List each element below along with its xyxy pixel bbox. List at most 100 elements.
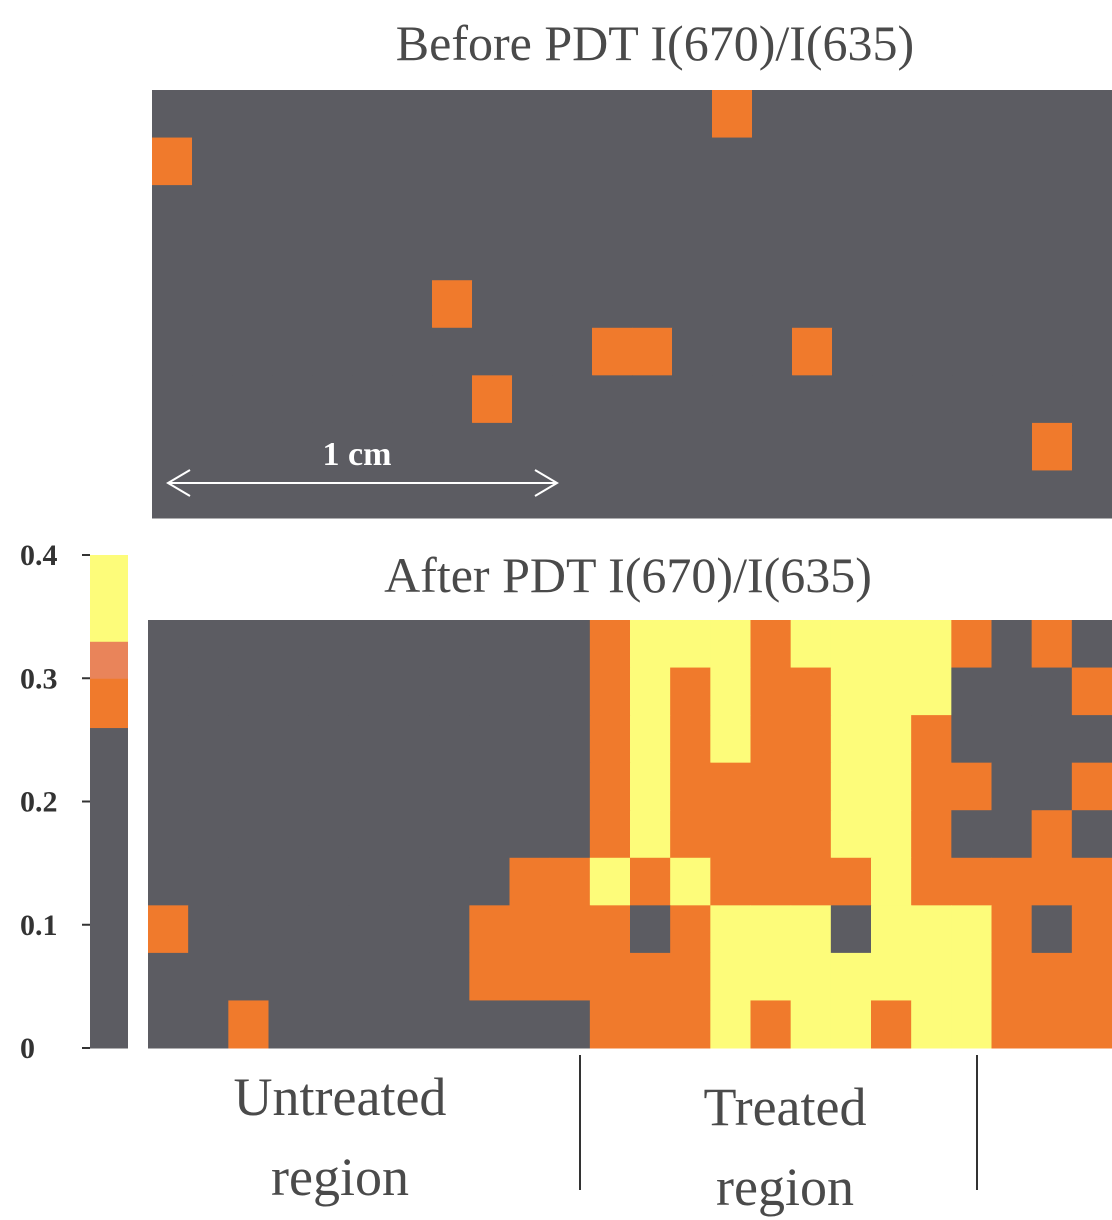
heat-cell [312, 327, 353, 376]
heat-cell [672, 90, 713, 139]
heat-cell [389, 667, 430, 716]
heat-cell [152, 327, 193, 376]
heat-cell [712, 327, 753, 376]
heat-cell [832, 232, 873, 281]
heat-cell [672, 327, 713, 376]
heat-cell [830, 715, 872, 764]
heat-cell [832, 422, 873, 471]
heat-cell [630, 1000, 671, 1049]
heat-cell [272, 327, 313, 376]
heat-cell [228, 810, 269, 859]
heatmap-after [148, 620, 1112, 1049]
heat-cell [911, 620, 952, 669]
heat-cell [790, 667, 832, 716]
heat-cell [148, 715, 189, 764]
heat-cell [712, 232, 753, 281]
heat-cell [991, 715, 1033, 764]
heat-cell [268, 667, 310, 716]
heat-cell [1031, 762, 1073, 811]
heat-cell [432, 137, 473, 186]
heat-cell [792, 422, 833, 471]
heat-cell [392, 375, 433, 424]
colorbar-step [90, 887, 128, 895]
colorbar-step [90, 937, 128, 944]
heat-cell [911, 905, 952, 954]
heat-cell [670, 810, 711, 859]
colorbar-step [90, 653, 128, 661]
heat-cell [389, 810, 430, 859]
heat-cell [830, 810, 872, 859]
colorbar-step [90, 555, 128, 562]
heat-cell [952, 470, 993, 519]
heat-cell [429, 810, 470, 859]
heat-cell [188, 952, 229, 1001]
heat-cell [392, 327, 433, 376]
colorbar-step [90, 955, 128, 963]
heat-cell [308, 715, 350, 764]
heat-cell [792, 185, 833, 234]
heat-cell [712, 422, 753, 471]
heat-cell [790, 857, 832, 906]
heat-cell [549, 810, 591, 859]
colorbar-step [90, 721, 128, 729]
arrow-head [534, 469, 559, 497]
colorbar-step [90, 758, 128, 766]
heat-cell [348, 810, 390, 859]
heat-cell [509, 667, 551, 716]
colorbar-step [90, 610, 128, 618]
colorbar-step [90, 635, 128, 642]
colorbar-step [90, 801, 128, 809]
heat-cell [429, 1000, 470, 1049]
heat-cell [148, 810, 189, 859]
heat-cell [188, 810, 229, 859]
heat-cell [232, 375, 273, 424]
heat-cell [911, 1000, 952, 1049]
heat-cell [228, 715, 269, 764]
heat-cell [469, 620, 510, 669]
heat-cell [352, 185, 393, 234]
region-label: region [716, 1157, 854, 1217]
heat-cell [552, 375, 593, 424]
heat-cell [228, 1000, 269, 1049]
heat-cell [589, 952, 631, 1001]
heat-cell [792, 137, 833, 186]
heat-cell [911, 667, 952, 716]
heat-cell [312, 375, 353, 424]
heat-cell [952, 137, 993, 186]
heat-cell [1071, 905, 1112, 954]
region-label: Treated [704, 1077, 867, 1137]
heat-cell [912, 185, 953, 234]
heat-cell [152, 90, 193, 139]
heat-cell [348, 905, 390, 954]
heat-cell [632, 470, 673, 519]
heat-cell [592, 375, 633, 424]
heat-cell [352, 470, 393, 519]
heat-cell [792, 327, 833, 376]
colorbar-step [90, 690, 128, 698]
heat-cell [871, 905, 912, 954]
heat-cell [148, 667, 189, 716]
heat-cell [192, 137, 233, 186]
heat-cell [552, 280, 593, 329]
heat-cell [1032, 375, 1073, 424]
heat-cell [509, 952, 551, 1001]
heat-cell [872, 327, 913, 376]
heat-cell [512, 280, 553, 329]
heat-cell [392, 280, 433, 329]
heat-cell [348, 620, 390, 669]
heat-cell [429, 762, 470, 811]
heat-cell [951, 905, 992, 954]
heat-cell [710, 857, 751, 906]
heat-cell [992, 375, 1033, 424]
heat-cell [672, 422, 713, 471]
heat-cell [1071, 952, 1112, 1001]
heat-cell [509, 762, 551, 811]
heat-cell [750, 762, 792, 811]
heat-cell [188, 857, 229, 906]
heat-cell [549, 857, 591, 906]
heat-cell [750, 810, 792, 859]
heat-cell [509, 620, 551, 669]
heat-cell [1072, 422, 1112, 471]
heat-cell [992, 232, 1033, 281]
heat-cell [188, 1000, 229, 1049]
